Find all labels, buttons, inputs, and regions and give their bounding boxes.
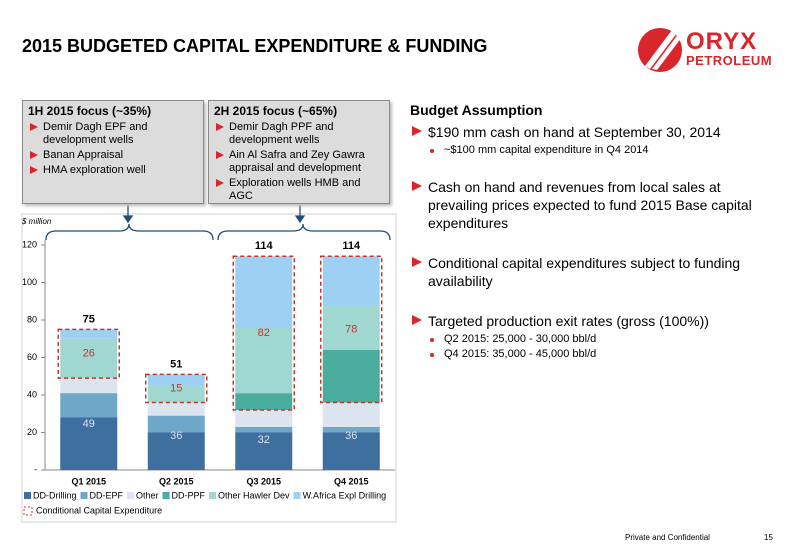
bar-segment xyxy=(147,432,205,470)
legend-swatch xyxy=(23,506,33,516)
slide-title: 2015 BUDGETED CAPITAL EXPENDITURE & FUND… xyxy=(22,36,488,56)
y-tick-label: 40 xyxy=(27,389,37,399)
spacer xyxy=(410,234,780,254)
bar-segment xyxy=(235,426,293,433)
budget-item: Targeted production exit rates (gross (1… xyxy=(410,312,780,330)
focus-box: 1H 2015 focus (~35%) Demir Dagh EPF and d… xyxy=(22,100,204,204)
bar-segment xyxy=(235,410,293,427)
bar-segment xyxy=(322,432,380,470)
bar-segment xyxy=(60,378,118,394)
focus-title: 1H 2015 focus (~35%) xyxy=(28,104,152,118)
conditional-box xyxy=(232,255,295,411)
legend-swatch xyxy=(293,492,301,499)
footer-note: Private and Confidential xyxy=(625,533,710,542)
spacer xyxy=(410,158,780,178)
x-tick-label: Q4 2015 xyxy=(334,476,369,486)
budget-title: Budget Assumption xyxy=(410,102,543,118)
bar-segment xyxy=(235,256,293,328)
y-tick-label: 20 xyxy=(27,427,37,437)
logo-icon xyxy=(638,28,682,72)
page-number: 15 xyxy=(764,533,773,542)
legend-label: Conditional Capital Expenditure xyxy=(36,505,162,515)
legend-label: DD-PPF xyxy=(172,490,206,500)
logo-text: ORYX xyxy=(686,28,758,55)
base-label: 36 xyxy=(345,430,357,442)
bar-segment xyxy=(235,327,293,394)
legend-swatch xyxy=(24,492,31,499)
focus-title: 2H 2015 focus (~65%) xyxy=(214,104,338,118)
legend-label: W.Africa Expl Drilling xyxy=(303,490,387,500)
y-tick-label: - xyxy=(34,464,37,474)
conditional-label: 26 xyxy=(83,348,95,360)
focus-bullet: Banan Appraisal xyxy=(28,149,198,162)
budget-item: $190 mm cash on hand at September 30, 20… xyxy=(410,123,780,141)
legend-swatch xyxy=(127,492,135,499)
conditional-box xyxy=(145,373,208,404)
x-tick-label: Q1 2015 xyxy=(71,476,106,486)
spacer xyxy=(410,292,780,312)
conditional-label: 82 xyxy=(258,327,270,339)
legend-swatch xyxy=(209,492,217,499)
bar-segment xyxy=(147,402,205,416)
bar-segment xyxy=(147,385,205,403)
budget-assumptions: Budget Assumption $190 mm cash on hand a… xyxy=(410,102,780,362)
legend-label: Other Hawler Dev xyxy=(218,490,290,500)
bar-segment xyxy=(147,415,205,433)
bar-segment xyxy=(322,256,380,305)
y-tick-label: 60 xyxy=(27,352,37,362)
base-label: 36 xyxy=(170,430,182,442)
total-label: 75 xyxy=(83,313,95,325)
y-tick-label: 100 xyxy=(22,277,37,287)
focus-bullet: Ain Al Safra and Zey Gawra appraisal and… xyxy=(214,149,384,175)
focus-box: 2H 2015 focus (~65%) Demir Dagh PPF and d… xyxy=(208,100,390,204)
legend-label: DD-EPF xyxy=(90,490,124,500)
budget-item: Conditional capital expenditures subject… xyxy=(410,254,780,290)
x-tick-label: Q2 2015 xyxy=(159,476,194,486)
legend-swatch xyxy=(162,492,170,499)
conditional-box xyxy=(57,328,120,379)
bar-segment xyxy=(235,393,293,410)
budget-item: Cash on hand and revenues from local sal… xyxy=(410,178,780,232)
x-tick-label: Q3 2015 xyxy=(246,476,281,486)
logo: ORYX PETROLEUM xyxy=(686,28,772,68)
bar-segment xyxy=(322,350,380,403)
bar-segment xyxy=(60,393,118,418)
total-label: 51 xyxy=(170,358,182,370)
budget-subitem: Q2 2015: 25,000 - 30,000 bbl/d xyxy=(428,332,780,347)
logo-subtext: PETROLEUM xyxy=(686,53,773,68)
bar-segment xyxy=(322,305,380,350)
bar-segment xyxy=(235,432,293,470)
focus-bullet: HMA exploration well xyxy=(28,164,198,177)
focus-bullet: Demir Dagh PPF and development wells xyxy=(214,121,384,147)
bar-segment xyxy=(60,338,118,379)
base-label: 32 xyxy=(258,434,270,446)
chart-frame xyxy=(21,213,397,523)
legend-swatch xyxy=(80,492,88,499)
bar-segment xyxy=(60,329,118,339)
budget-subitem: Q4 2015: 35,000 - 45,000 bbl/d xyxy=(428,347,780,362)
bar-segment xyxy=(147,374,205,386)
bar-segment xyxy=(322,402,380,427)
brackets xyxy=(45,205,391,241)
bar-segment xyxy=(60,417,118,470)
focus-bullet: Demir Dagh EPF and development wells xyxy=(28,121,198,147)
budget-subitem: ~$100 mm capital expenditure in Q4 2014 xyxy=(428,143,780,158)
conditional-box xyxy=(320,255,383,404)
bar-segment xyxy=(322,426,380,433)
conditional-label: 78 xyxy=(345,323,357,335)
legend-label: DD-Drilling xyxy=(33,490,77,500)
y-tick-label: 80 xyxy=(27,314,37,324)
legend-label: Other xyxy=(136,490,159,500)
conditional-label: 15 xyxy=(170,382,182,394)
y-tick-label: 120 xyxy=(22,239,37,249)
focus-bullet: Exploration wells HMB and AGC xyxy=(214,177,384,203)
total-label: 114 xyxy=(255,240,274,252)
total-label: 114 xyxy=(342,240,361,252)
y-axis-label: $ million xyxy=(21,217,52,226)
base-label: 49 xyxy=(83,418,95,430)
